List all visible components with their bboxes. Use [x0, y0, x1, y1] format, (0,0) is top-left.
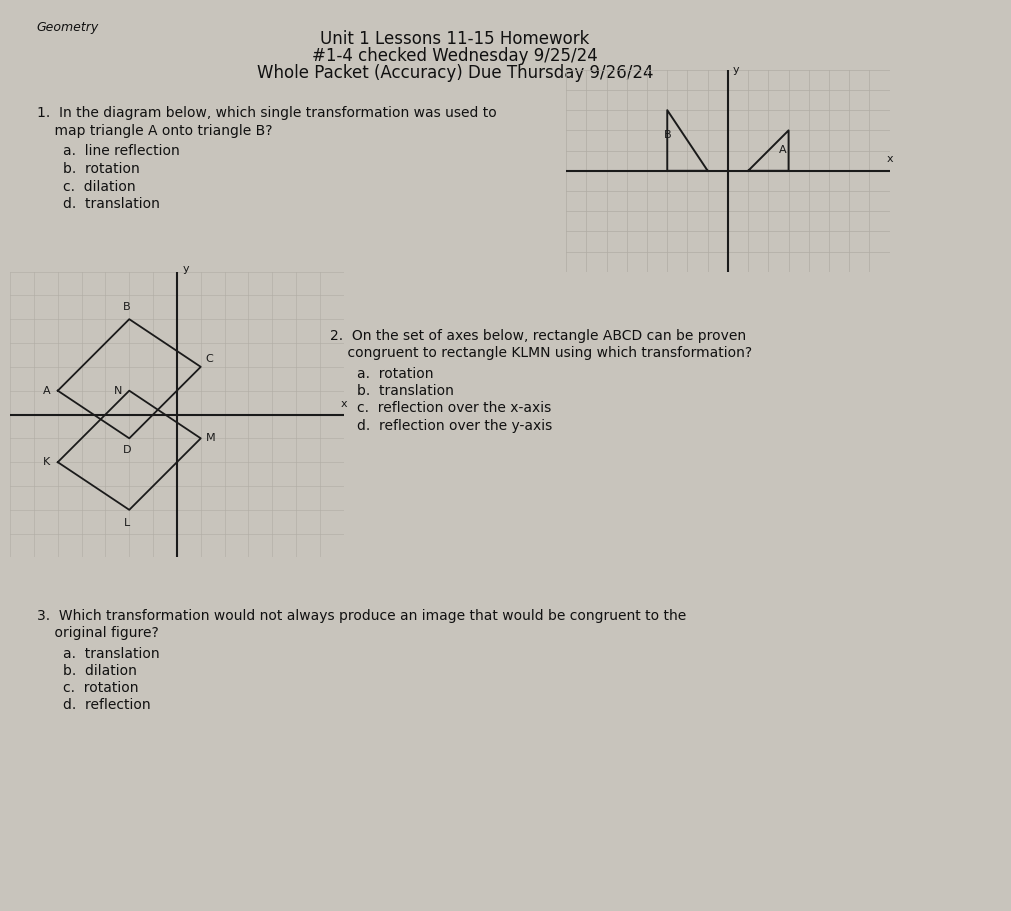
Text: c.  rotation: c. rotation	[64, 681, 139, 695]
Text: x: x	[887, 154, 893, 164]
Text: N: N	[114, 385, 122, 395]
Text: original figure?: original figure?	[36, 626, 159, 640]
Text: K: K	[43, 457, 51, 467]
Text: y: y	[183, 263, 189, 273]
Text: L: L	[123, 518, 130, 528]
Text: congruent to rectangle KLMN using which transformation?: congruent to rectangle KLMN using which …	[331, 346, 752, 361]
Text: 3.  Which transformation would not always produce an image that would be congrue: 3. Which transformation would not always…	[36, 609, 686, 623]
Text: d.  reflection: d. reflection	[64, 698, 151, 712]
Text: a.  translation: a. translation	[64, 647, 160, 660]
Text: d.  reflection over the y-axis: d. reflection over the y-axis	[357, 418, 552, 433]
Text: C: C	[205, 354, 213, 364]
Text: map triangle A onto triangle B?: map triangle A onto triangle B?	[36, 124, 272, 138]
Text: y: y	[733, 65, 740, 75]
Text: Whole Packet (Accuracy) Due Thursday 9/26/24: Whole Packet (Accuracy) Due Thursday 9/2…	[257, 64, 653, 82]
Text: Unit 1 Lessons 11-15 Homework: Unit 1 Lessons 11-15 Homework	[320, 30, 589, 47]
Text: 1.  In the diagram below, which single transformation was used to: 1. In the diagram below, which single tr…	[36, 106, 496, 119]
Text: A: A	[778, 145, 787, 155]
Text: c.  dilation: c. dilation	[64, 179, 136, 193]
Text: A: A	[43, 385, 51, 395]
Text: d.  translation: d. translation	[64, 197, 161, 210]
Text: b.  dilation: b. dilation	[64, 664, 137, 678]
Text: b.  rotation: b. rotation	[64, 162, 141, 177]
Text: D: D	[122, 445, 131, 456]
Text: c.  reflection over the x-axis: c. reflection over the x-axis	[357, 402, 551, 415]
Text: a.  line reflection: a. line reflection	[64, 144, 180, 159]
Text: M: M	[205, 434, 215, 444]
Text: B: B	[663, 130, 671, 140]
Text: 2.  On the set of axes below, rectangle ABCD can be proven: 2. On the set of axes below, rectangle A…	[331, 329, 746, 343]
Text: Geometry: Geometry	[36, 21, 99, 34]
Text: B: B	[123, 302, 130, 312]
Text: #1-4 checked Wednesday 9/25/24: #1-4 checked Wednesday 9/25/24	[312, 47, 598, 65]
Text: a.  rotation: a. rotation	[357, 367, 434, 381]
Text: b.  translation: b. translation	[357, 384, 454, 398]
Text: x: x	[341, 399, 347, 409]
